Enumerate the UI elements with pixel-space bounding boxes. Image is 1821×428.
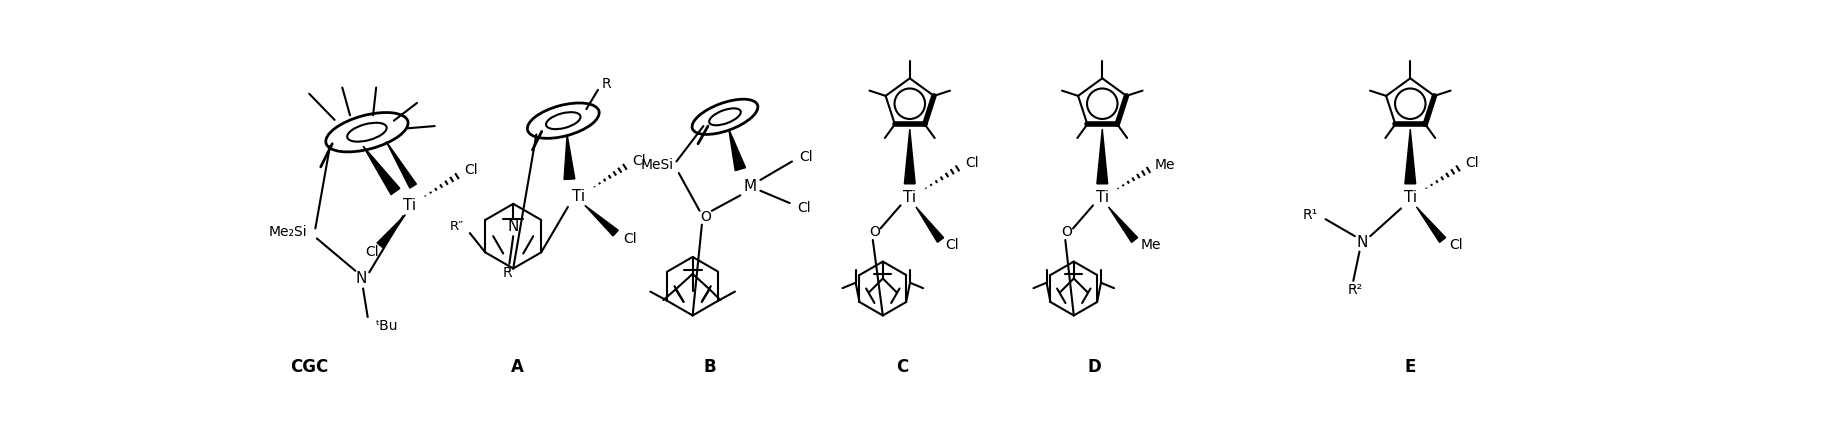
Text: R²: R²: [1348, 283, 1362, 297]
Text: Ti: Ti: [1404, 190, 1417, 205]
Text: CGC: CGC: [290, 358, 328, 376]
Text: N: N: [355, 271, 368, 286]
Text: R: R: [601, 77, 612, 91]
Text: O: O: [869, 225, 880, 239]
Text: Me: Me: [1140, 238, 1162, 253]
Text: N: N: [1357, 235, 1368, 250]
Polygon shape: [1417, 207, 1446, 242]
Text: B: B: [703, 358, 716, 376]
Text: R″: R″: [450, 220, 464, 233]
Text: M: M: [743, 178, 756, 193]
Text: Cl: Cl: [798, 201, 810, 215]
Text: O: O: [1062, 225, 1073, 239]
Text: R¹: R¹: [1302, 208, 1318, 222]
Text: Ti: Ti: [903, 190, 916, 205]
Text: Cl: Cl: [799, 150, 814, 164]
Polygon shape: [1404, 129, 1415, 184]
Text: Ti: Ti: [572, 189, 585, 204]
Polygon shape: [1109, 207, 1138, 242]
Text: D: D: [1087, 358, 1102, 376]
Text: Ti: Ti: [1096, 190, 1109, 205]
Text: N: N: [508, 220, 519, 235]
Text: Ti: Ti: [402, 198, 415, 213]
Text: Cl: Cl: [632, 155, 646, 169]
Polygon shape: [1096, 129, 1107, 184]
Text: A: A: [510, 358, 523, 376]
Polygon shape: [916, 207, 943, 242]
Polygon shape: [386, 141, 417, 188]
Text: Cl: Cl: [366, 244, 379, 259]
Text: Me: Me: [1155, 158, 1175, 172]
Text: Cl: Cl: [464, 163, 479, 177]
Polygon shape: [905, 129, 916, 184]
Text: Cl: Cl: [1466, 156, 1479, 170]
Polygon shape: [377, 214, 406, 248]
Text: Cl: Cl: [965, 156, 980, 170]
Text: Cl: Cl: [945, 238, 960, 253]
Text: O: O: [701, 210, 712, 224]
Polygon shape: [362, 146, 401, 195]
Text: E: E: [1404, 358, 1417, 376]
Text: ᵗBu: ᵗBu: [375, 319, 399, 333]
Text: C: C: [896, 358, 909, 376]
Polygon shape: [728, 129, 745, 171]
Polygon shape: [585, 205, 617, 236]
Text: Cl: Cl: [1450, 238, 1462, 253]
Text: R′: R′: [503, 266, 515, 280]
Text: MeSi: MeSi: [641, 158, 674, 172]
Text: Me₂Si: Me₂Si: [270, 225, 308, 239]
Polygon shape: [565, 134, 575, 179]
Text: Cl: Cl: [623, 232, 637, 246]
